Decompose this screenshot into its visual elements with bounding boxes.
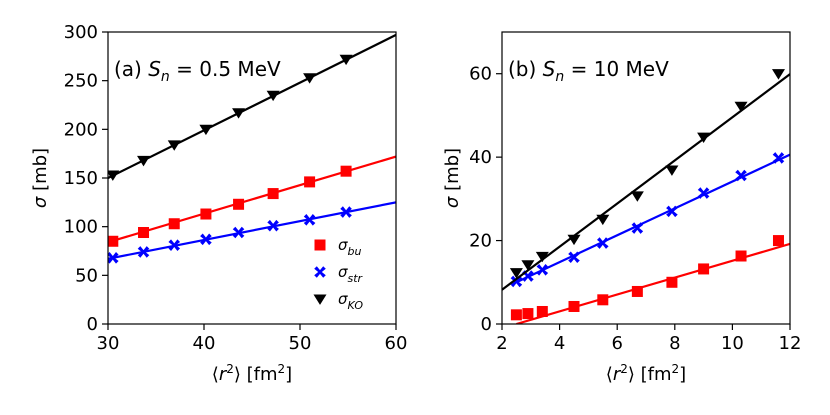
panel-b-chart: 2 4 6 8 10 12 0 20 40 60 ⟨r2⟩ [fm2] σ [mb] (b) Sn = … <box>442 31 802 385</box>
data-point-bu <box>735 250 747 262</box>
x-tick-label: 50 <box>289 333 312 354</box>
fit-line-str <box>515 153 790 284</box>
data-point-str <box>536 263 549 276</box>
x-tick-label: 2 <box>496 333 507 354</box>
data-point-bu <box>233 198 245 210</box>
data-point-str <box>666 205 678 218</box>
data-point-KO <box>771 69 785 80</box>
y-tick-label: 150 <box>64 168 98 189</box>
data-point-KO <box>596 214 610 226</box>
legend-label-bu: σbu <box>338 236 361 258</box>
y-tick-label: 250 <box>64 71 98 92</box>
legend: σbu σstr σKO <box>313 236 364 312</box>
data-point-KO <box>567 234 581 246</box>
data-point-str <box>232 226 245 239</box>
legend-marker-str <box>314 266 326 278</box>
fit-line-bu <box>516 242 790 324</box>
plot-area <box>502 69 790 324</box>
x-axis-label: ⟨r2⟩ [fm2] <box>606 362 686 385</box>
data-point-KO <box>665 165 679 176</box>
data-point-bu <box>340 165 352 177</box>
y-tick-label: 0 <box>481 314 492 335</box>
x-tick-label: 12 <box>779 333 802 354</box>
legend-marker-KO <box>313 294 327 305</box>
data-point-str <box>597 237 609 249</box>
data-point-bu <box>522 308 534 320</box>
y-tick-label: 20 <box>469 231 492 252</box>
x-tick-label: 10 <box>721 333 744 354</box>
data-point-KO <box>339 54 353 66</box>
data-point-KO <box>167 140 181 151</box>
data-point-str <box>510 275 523 288</box>
x-tick-label: 6 <box>611 333 622 354</box>
data-point-bu <box>631 285 643 297</box>
panel-a-chart: 30 40 50 60 0 50 100 150 200 250 300 ⟨r2⟩ [fm2] σ [m… <box>30 22 407 385</box>
data-point-KO <box>108 170 120 181</box>
data-point-KO <box>266 90 280 102</box>
x-tick-label: 30 <box>97 333 120 354</box>
data-point-str <box>568 251 580 264</box>
y-tick-label: 60 <box>469 64 492 85</box>
legend-label-str: σstr <box>338 263 364 285</box>
data-point-KO <box>535 251 549 263</box>
data-point-str <box>772 152 785 164</box>
plot-area <box>108 33 396 264</box>
data-point-bu <box>108 235 119 247</box>
y-tick-label: 0 <box>87 314 98 335</box>
data-point-bu <box>304 176 316 188</box>
x-tick-label: 4 <box>554 333 565 354</box>
y-tick-label: 50 <box>75 265 98 286</box>
data-point-bu <box>138 227 150 239</box>
data-point-str <box>735 169 747 182</box>
data-point-bu <box>666 276 678 288</box>
y-axis-label: σ [mb] <box>30 148 51 208</box>
x-tick-label: 8 <box>669 333 680 354</box>
data-point-bu <box>536 305 548 317</box>
data-point-bu <box>772 235 784 247</box>
data-point-str <box>697 187 710 199</box>
y-axis-label: σ [mb] <box>442 148 463 208</box>
y-tick-label: 200 <box>64 119 98 140</box>
data-point-KO <box>734 101 748 113</box>
data-point-KO <box>199 124 213 136</box>
panel-title: (a) Sn = 0.5 MeV <box>114 57 281 85</box>
data-point-KO <box>303 73 317 84</box>
axes-frame <box>501 31 791 325</box>
fit-line-bu <box>108 155 396 244</box>
data-point-str <box>108 252 119 264</box>
y-tick-label: 100 <box>64 217 98 238</box>
x-axis-label: ⟨r2⟩ [fm2] <box>212 362 292 385</box>
data-point-KO <box>137 155 151 167</box>
y-tick-label: 300 <box>64 22 98 43</box>
data-point-str <box>168 239 181 251</box>
data-point-str <box>631 222 644 234</box>
data-point-KO <box>509 268 523 279</box>
data-point-str <box>303 214 316 226</box>
data-point-KO <box>232 108 246 119</box>
data-point-str <box>267 219 279 232</box>
panel-title: (b) Sn = 10 MeV <box>508 57 669 85</box>
data-point-str <box>200 233 212 246</box>
x-tick-label: 40 <box>193 333 216 354</box>
legend-label-KO: σKO <box>338 290 363 312</box>
data-point-str <box>340 206 352 218</box>
data-point-bu <box>698 263 710 275</box>
data-point-KO <box>630 191 644 202</box>
data-point-bu <box>168 218 180 230</box>
data-point-bu <box>267 188 279 200</box>
data-point-bu <box>510 309 522 321</box>
y-tick-label: 40 <box>469 147 492 168</box>
data-point-bu <box>200 208 212 220</box>
legend-marker-bu <box>314 239 326 251</box>
x-tick-label: 60 <box>385 333 408 354</box>
data-point-KO <box>697 132 711 143</box>
data-point-bu <box>568 300 580 312</box>
data-point-str <box>137 246 150 258</box>
data-point-bu <box>597 294 609 306</box>
data-point-KO <box>521 260 535 271</box>
